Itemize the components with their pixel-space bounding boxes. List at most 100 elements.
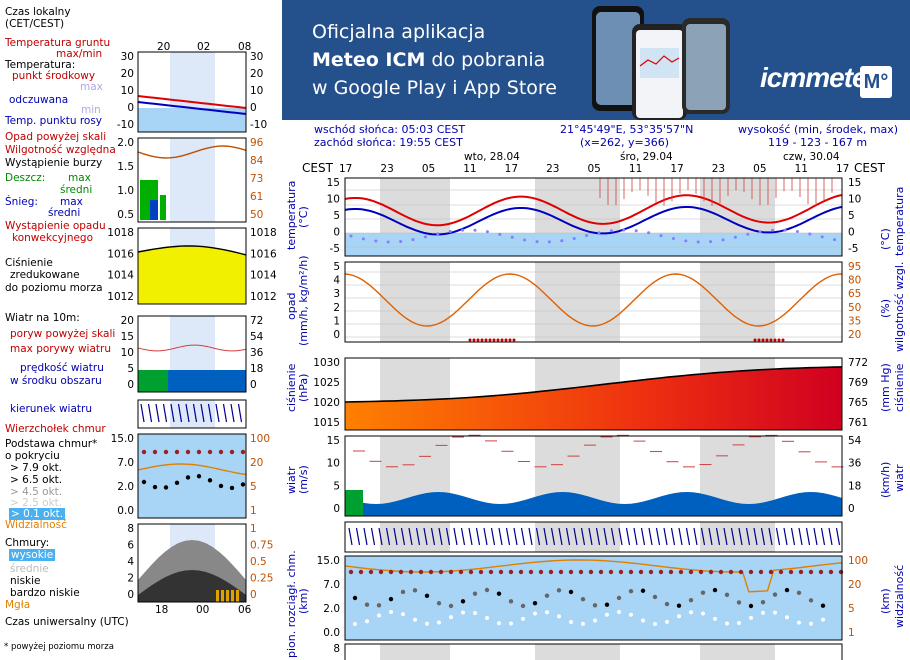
cloud-base-dot-light <box>629 612 633 617</box>
legend-cloudbase-tick: 2.0 <box>117 481 134 493</box>
wind-arrow <box>483 527 488 546</box>
cloudbase-axis-tick: 7.0 <box>323 579 340 591</box>
night-shade <box>535 262 620 342</box>
dewpoint-dot <box>473 228 477 232</box>
wind-arrow <box>760 527 766 546</box>
cloud-base-dot <box>412 588 418 593</box>
cloud-base-dot-light <box>485 616 489 621</box>
legend-rain-bar <box>160 195 166 220</box>
legend-wind-arrow <box>230 403 235 423</box>
temp-axis-unit-left: (°C) <box>297 206 310 228</box>
temp-max-label: max <box>80 81 103 93</box>
temp-axis-tick: 5 <box>333 210 340 222</box>
cloud-top-dot <box>498 569 504 575</box>
cloud-base-dot-light <box>473 610 477 615</box>
wind-arrow <box>790 527 796 546</box>
dewpoint-dot <box>436 232 440 236</box>
sunset-text: zachód słońca: 19:55 CEST <box>314 136 463 149</box>
dewpoint-dot <box>498 232 502 236</box>
precip-dot <box>468 338 472 342</box>
cloud-top-dot <box>398 569 404 575</box>
legend-wind-arrow <box>177 403 183 423</box>
pressure-line <box>344 366 843 403</box>
legend-wind-arrow <box>185 403 190 423</box>
dewpoint-dot <box>535 240 539 244</box>
dewpoint-dot <box>411 238 415 242</box>
hour-tick: 17 <box>836 163 850 175</box>
cloud-top-dot <box>528 569 534 575</box>
wind-arrow <box>715 527 721 546</box>
temp-axis-tick: 0 <box>333 227 340 239</box>
hour-tick: 17 <box>670 163 684 175</box>
okt-3-label: > 4.5 okt. <box>10 486 63 498</box>
dewpoint-dot <box>461 228 465 232</box>
cloud-base-dot <box>388 596 394 602</box>
cloud-top-dot <box>378 569 384 575</box>
cloud-base-dot-light <box>713 616 717 621</box>
legend-wind-arrow <box>162 403 168 423</box>
wind-kmh-tick: 0 <box>848 503 855 515</box>
cloud-base-dot-light <box>521 616 525 621</box>
cloud-top-dot <box>748 569 754 575</box>
app-promo-banner[interactable]: Oficjalna aplikacja Meteo ICM do pobrani… <box>282 0 910 120</box>
wind-arrow <box>603 527 608 546</box>
cloud-top-dot <box>418 569 424 575</box>
cloud-top-dot <box>558 569 564 575</box>
cloud-base-dot <box>760 600 766 605</box>
cloud-base-dot-light <box>725 621 729 626</box>
legend-temp-tick-right: 0 <box>250 102 257 114</box>
legend-temp-tick: 30 <box>121 51 134 63</box>
precip-dot <box>777 338 781 342</box>
precip-dot <box>492 338 496 342</box>
cloud-base-dot-light <box>785 615 789 620</box>
precip-dot <box>476 338 480 342</box>
wind-arrow <box>468 527 473 546</box>
wind-dir-panel-border <box>344 521 843 553</box>
wind-axis-label-right: wiatr <box>893 464 906 492</box>
legend-wind-tick: 15 <box>121 331 134 343</box>
visibility-axis-tick: 5 <box>848 603 855 615</box>
cloud-top-dot <box>698 569 704 575</box>
precip-dot <box>488 338 492 342</box>
dewpoint-dot <box>808 232 812 236</box>
cloud-base-dot-light <box>449 615 453 620</box>
cloud-top-dot <box>788 569 794 575</box>
hour-tick: 05 <box>421 163 436 175</box>
legend-wind-arrow <box>155 403 160 423</box>
legend-night <box>170 138 215 222</box>
cloud-base-dot-light <box>509 621 513 626</box>
wind-kmh-tick: 18 <box>848 480 861 492</box>
dewpoint-dot <box>795 229 799 233</box>
wind-arrow <box>453 527 458 546</box>
wind-label: Wiatr na 10m: <box>5 312 80 324</box>
cloud-base-dot <box>376 603 382 608</box>
wind-arrow <box>595 527 601 546</box>
legend-pressure-tick-right: 1012 <box>250 291 277 303</box>
okt-2-label: > 6.5 okt. <box>10 474 63 486</box>
night-shade <box>380 644 450 660</box>
cloud-base-dot <box>748 603 754 609</box>
cloud-base-dot-light <box>689 610 693 615</box>
cloud-base-dot-light <box>557 614 561 619</box>
dewpoint-dot <box>820 235 824 239</box>
precip-dot <box>500 338 504 342</box>
wind-arrow <box>363 527 368 546</box>
cloudbase-sky <box>345 556 842 640</box>
clouds-high-label: wysokie <box>9 549 56 561</box>
footnote: * powyżej poziomu morza <box>4 642 114 652</box>
hour-tick: 05 <box>587 163 601 175</box>
legend-wind-arrow <box>200 403 205 423</box>
temp-axis-tick-right: 10 <box>848 194 861 206</box>
legend-humidity-line <box>137 145 247 159</box>
legend-pressure-tick: 1014 <box>107 270 134 282</box>
cloud-base-dot-light <box>377 613 381 618</box>
hour-tick: 11 <box>463 163 477 175</box>
precip-dot <box>769 338 773 342</box>
dewpoint-dot <box>609 229 613 233</box>
legend-wind-tick: 0 <box>127 379 134 391</box>
cloud-base-dot <box>568 589 574 595</box>
dewpoint-dot <box>758 230 762 234</box>
precip-axis-tick: 3 <box>333 288 340 300</box>
convective-precip-sub: konwekcyjnego <box>12 232 94 244</box>
cloud-base-dot <box>556 588 562 593</box>
